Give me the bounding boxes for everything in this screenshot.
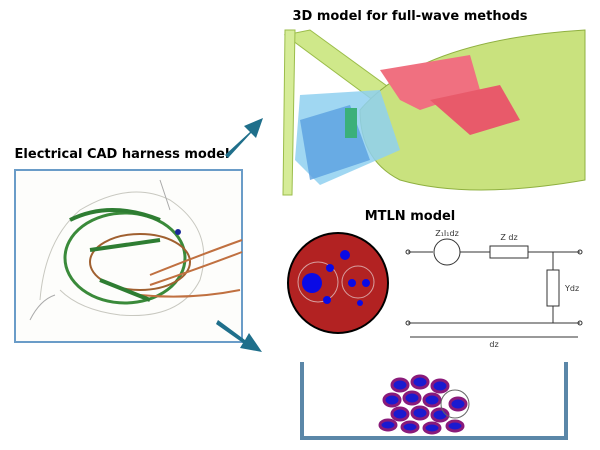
cad-title: Electrical CAD harness model bbox=[15, 147, 230, 162]
shunt-label: Ydz bbox=[564, 284, 579, 293]
full-wave-model-image bbox=[280, 28, 586, 196]
mtln-cross-section bbox=[287, 232, 389, 334]
arrows bbox=[216, 118, 263, 352]
bundle-over-ground bbox=[300, 362, 568, 440]
source-label: Z₁I₁dz bbox=[435, 229, 459, 238]
series-label: Z dz bbox=[500, 233, 517, 242]
mtln-circuit bbox=[405, 238, 583, 338]
cad-harness-image bbox=[14, 169, 243, 343]
length-label: dz bbox=[489, 340, 498, 349]
full-wave-title: 3D model for full-wave methods bbox=[292, 9, 527, 24]
mtln-title: MTLN model bbox=[365, 209, 456, 224]
